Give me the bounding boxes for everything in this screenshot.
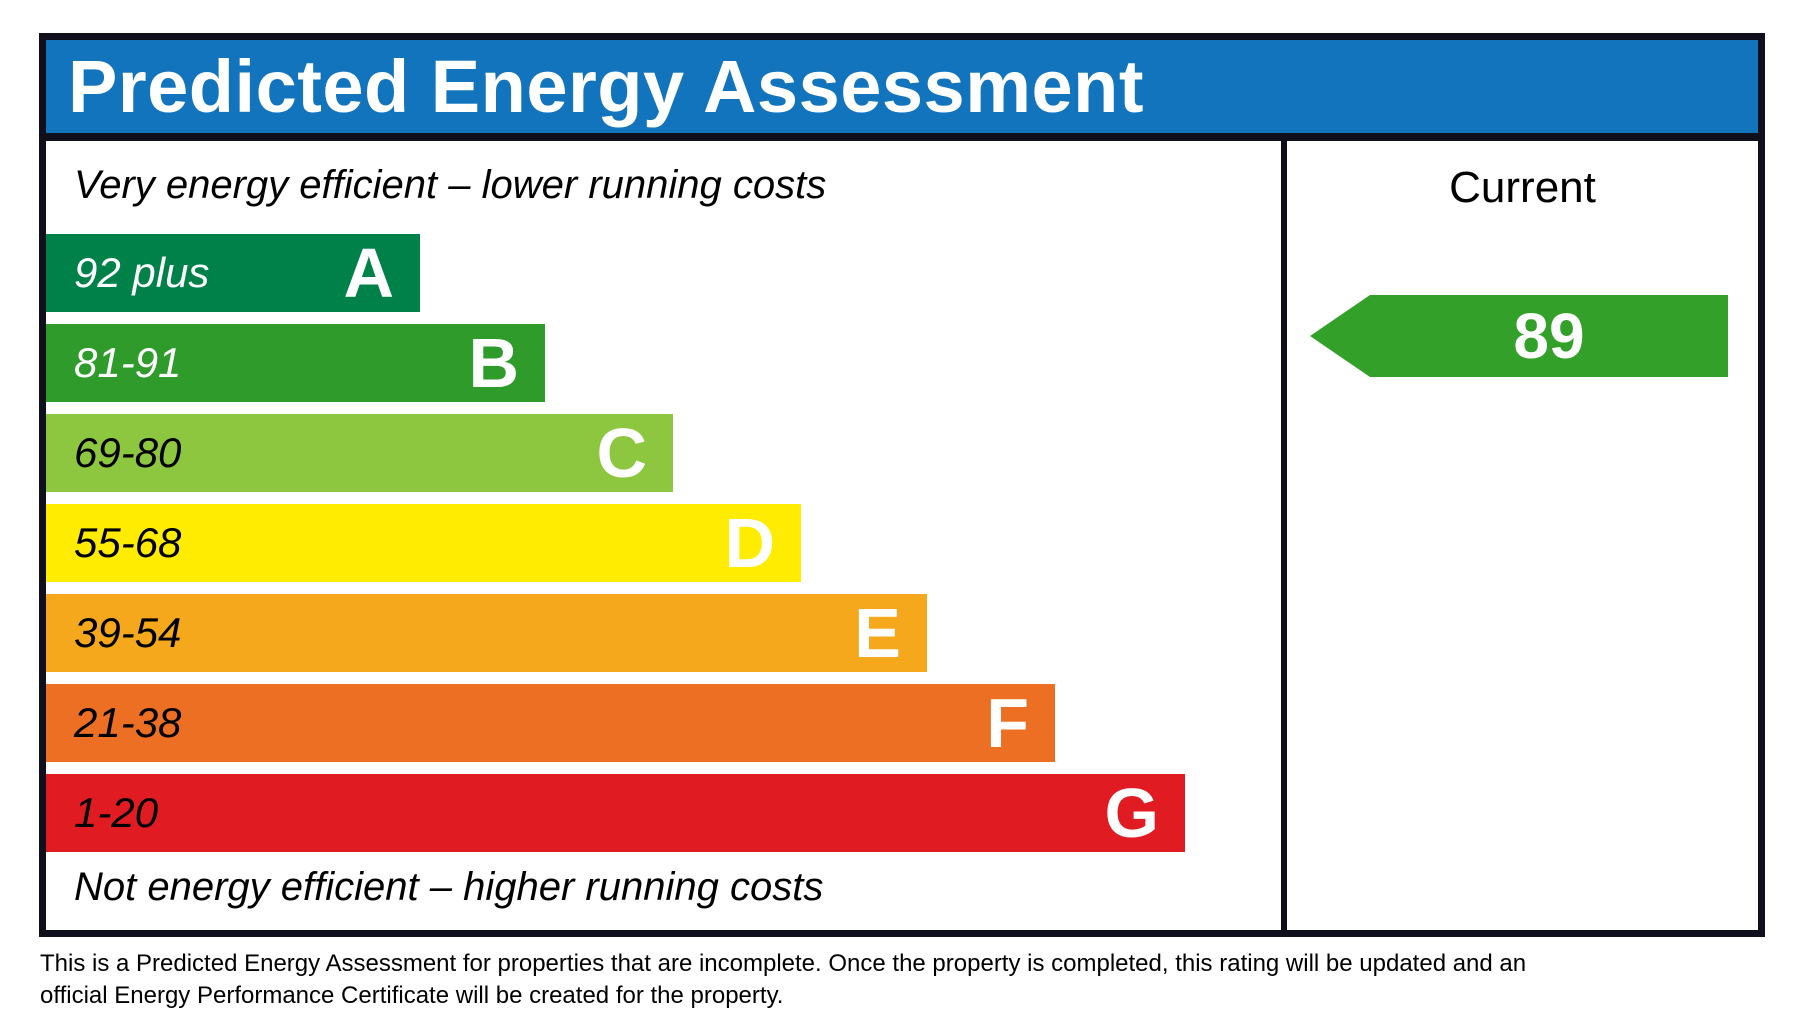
epc-certificate: Predicted Energy Assessment Very energy … bbox=[39, 33, 1765, 937]
band-letter: D bbox=[724, 504, 775, 582]
band-range-label: 55-68 bbox=[74, 519, 182, 566]
band-letter: A bbox=[343, 234, 394, 312]
band-range-label: 69-80 bbox=[74, 429, 182, 476]
disclaimer-text: This is a Predicted Energy Assessment fo… bbox=[40, 948, 1526, 1012]
band-letter: F bbox=[986, 684, 1029, 762]
band-range-label: 92 plus bbox=[74, 249, 210, 296]
arrow-shape bbox=[1310, 295, 1728, 377]
band-g: 1-20 G bbox=[46, 774, 1185, 852]
page-title: Predicted Energy Assessment bbox=[68, 45, 1144, 128]
band-letter: B bbox=[468, 324, 519, 402]
current-rating-panel: Current 89 bbox=[1287, 141, 1758, 930]
band-f: 21-38 F bbox=[46, 684, 1055, 762]
band-b: 81-91 B bbox=[46, 324, 545, 402]
band-range-label: 81-91 bbox=[74, 339, 182, 386]
caption-not-efficient: Not energy efficient – higher running co… bbox=[74, 865, 824, 909]
rating-scale-panel: Very energy efficient – lower running co… bbox=[46, 141, 1281, 930]
disclaimer-line-1: This is a Predicted Energy Assessment fo… bbox=[40, 950, 1527, 977]
current-rating-value: 89 bbox=[1513, 300, 1585, 372]
band-d: 55-68 D bbox=[46, 504, 801, 582]
caption-very-efficient: Very energy efficient – lower running co… bbox=[74, 163, 827, 207]
band-range-label: 1-20 bbox=[74, 789, 159, 836]
certificate-body: Very energy efficient – lower running co… bbox=[46, 141, 1758, 930]
band-range-label: 21-38 bbox=[74, 699, 182, 746]
band-letter: C bbox=[596, 414, 647, 492]
panel-divider bbox=[1281, 141, 1287, 930]
rating-bands: 92 plus A 81-91 B 69-80 C 55-68 D 39-54 E 21-38 F 1-… bbox=[46, 234, 1281, 864]
band-letter: G bbox=[1104, 774, 1159, 852]
current-column-header: Current bbox=[1449, 163, 1596, 212]
current-rating-arrow: 89 bbox=[1310, 295, 1728, 377]
band-range-label: 39-54 bbox=[74, 609, 182, 656]
certificate-header: Predicted Energy Assessment bbox=[46, 40, 1758, 141]
band-c: 69-80 C bbox=[46, 414, 673, 492]
disclaimer-line-2: official Energy Performance Certificate … bbox=[40, 982, 784, 1009]
band-e: 39-54 E bbox=[46, 594, 927, 672]
band-letter: E bbox=[854, 594, 901, 672]
band-a: 92 plus A bbox=[46, 234, 420, 312]
arrow-left-icon bbox=[1310, 295, 1728, 377]
